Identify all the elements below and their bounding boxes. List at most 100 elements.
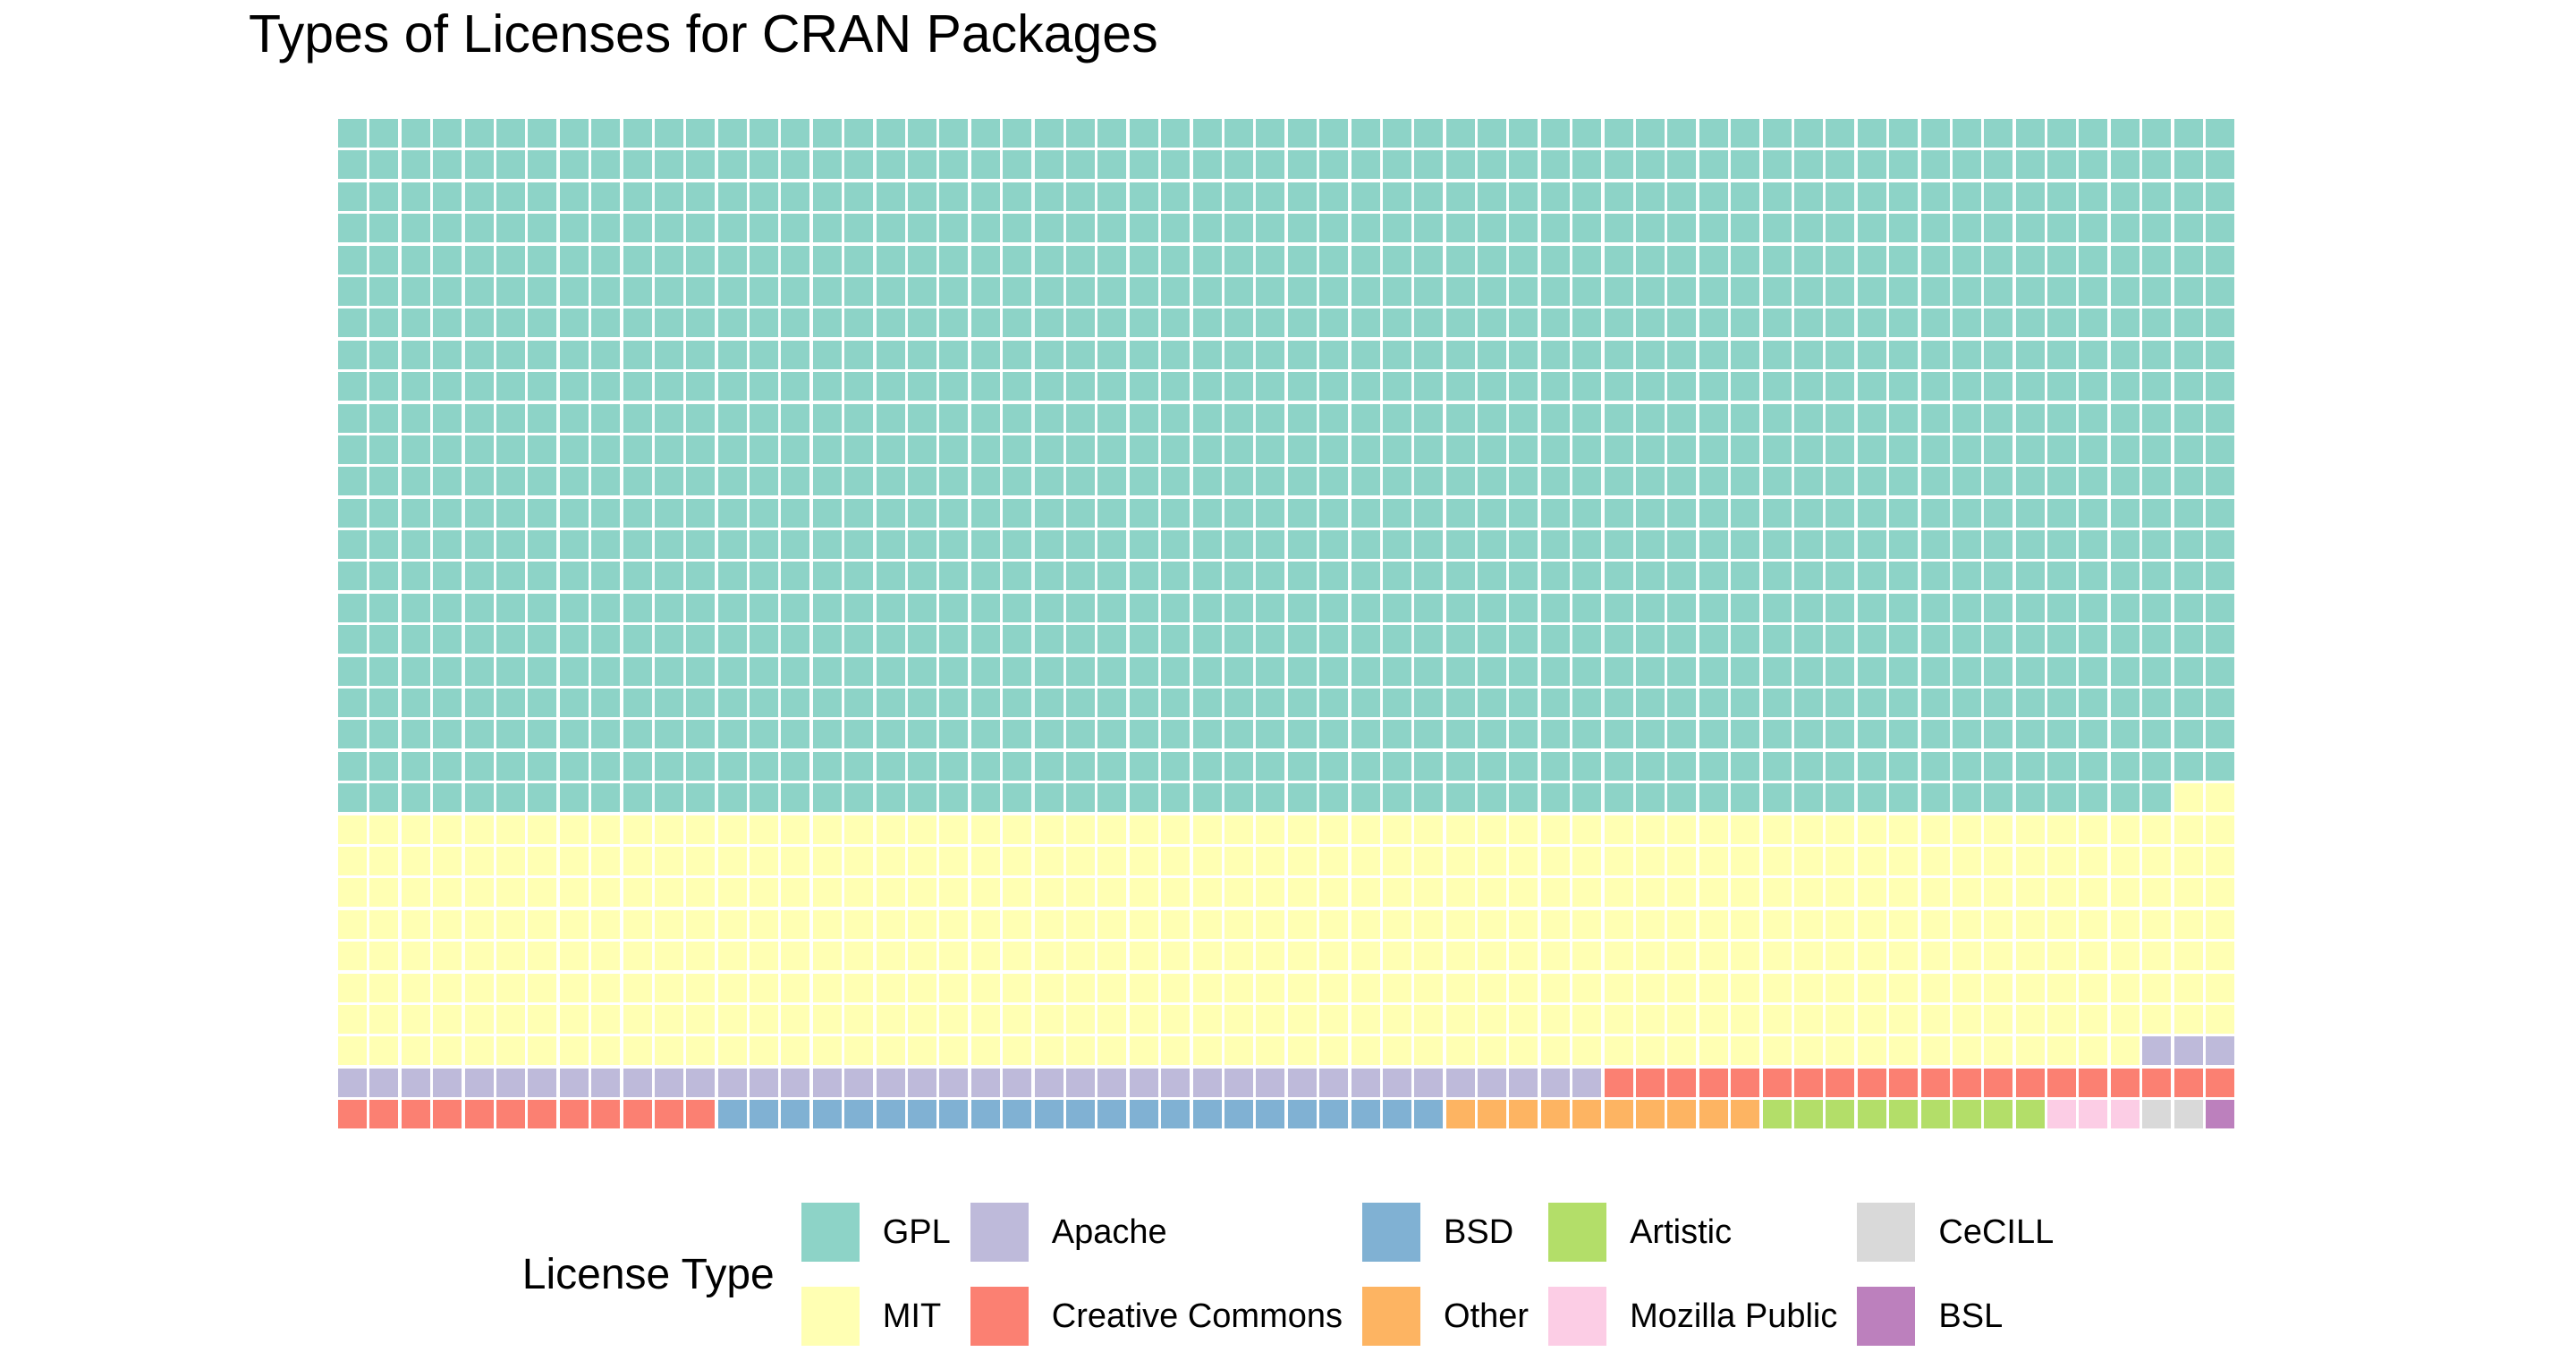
waffle-cell-gpl <box>1034 593 1063 622</box>
waffle-cell-mit <box>591 1036 621 1066</box>
waffle-cell-gpl <box>433 372 462 401</box>
waffle-cell-gpl <box>2206 751 2235 781</box>
waffle-cell-gpl <box>2206 308 2235 338</box>
waffle-cell-mit <box>2015 909 2045 939</box>
waffle-cell-gpl <box>1889 656 1919 686</box>
waffle-cell-creative-commons <box>1667 1068 1697 1097</box>
waffle-cell-mit <box>1003 846 1032 875</box>
waffle-cell-mit <box>1762 973 1792 1002</box>
waffle-cell-mit <box>1699 815 1728 844</box>
waffle-cell-gpl <box>1192 214 1222 243</box>
waffle-cell-gpl <box>338 119 367 148</box>
waffle-cell-gpl <box>1920 403 1950 433</box>
legend-swatch-artistic <box>1548 1203 1607 1262</box>
waffle-cell-gpl <box>528 340 557 369</box>
waffle-cell-gpl <box>1003 308 1032 338</box>
waffle-cell-mit <box>496 846 525 875</box>
waffle-cell-mit <box>1857 909 1886 939</box>
waffle-cell-gpl <box>1414 467 1444 496</box>
waffle-cell-gpl <box>1952 783 1981 813</box>
waffle-cell-cecill <box>2142 1100 2172 1129</box>
waffle-cell-gpl <box>1161 372 1191 401</box>
waffle-cell-gpl <box>1382 656 1411 686</box>
waffle-cell-gpl <box>939 119 969 148</box>
waffle-cell-mit <box>750 878 779 908</box>
waffle-cell-gpl <box>623 562 652 591</box>
waffle-cell-gpl <box>1287 783 1317 813</box>
waffle-cell-bsl <box>2206 1100 2235 1129</box>
waffle-cell-gpl <box>2206 372 2235 401</box>
waffle-cell-gpl <box>2206 562 2235 591</box>
waffle-cell-gpl <box>433 340 462 369</box>
waffle-cell-gpl <box>1097 214 1127 243</box>
waffle-cell-gpl <box>1636 214 1665 243</box>
waffle-cell-gpl <box>591 783 621 813</box>
waffle-cell-gpl <box>1667 182 1697 211</box>
waffle-cell-gpl <box>908 276 937 306</box>
waffle-cell-gpl <box>2174 530 2203 560</box>
waffle-cell-gpl <box>2047 562 2077 591</box>
waffle-cell-mit <box>464 815 494 844</box>
waffle-cell-gpl <box>1445 783 1475 813</box>
waffle-cell-gpl <box>591 467 621 496</box>
waffle-cell-mit <box>1793 846 1823 875</box>
waffle-cell-mit <box>1857 846 1886 875</box>
waffle-cell-mit <box>1604 973 1633 1002</box>
waffle-cell-gpl <box>1097 308 1127 338</box>
waffle-cell-mit <box>1129 878 1158 908</box>
waffle-cell-gpl <box>1129 308 1158 338</box>
waffle-cell-gpl <box>2142 403 2172 433</box>
waffle-cell-gpl <box>1731 689 1760 718</box>
waffle-cell-gpl <box>1667 214 1697 243</box>
waffle-cell-gpl <box>433 214 462 243</box>
waffle-cell-gpl <box>876 720 905 749</box>
waffle-cell-gpl <box>939 783 969 813</box>
waffle-cell-gpl <box>1572 150 1602 180</box>
waffle-cell-gpl <box>1793 751 1823 781</box>
waffle-cell-gpl <box>1699 340 1728 369</box>
waffle-cell-gpl <box>1984 372 2013 401</box>
waffle-cell-mit <box>1762 1036 1792 1066</box>
waffle-cell-gpl <box>844 276 874 306</box>
waffle-cell-gpl <box>1382 214 1411 243</box>
waffle-cell-gpl <box>686 562 716 591</box>
waffle-cell-mit <box>1287 973 1317 1002</box>
waffle-cell-gpl <box>1097 751 1127 781</box>
waffle-cell-gpl <box>970 625 1000 655</box>
waffle-cell-gpl <box>939 562 969 591</box>
waffle-cell-gpl <box>812 751 842 781</box>
waffle-cell-gpl <box>1034 245 1063 275</box>
legend-label-cecill: CeCILL <box>1938 1213 2055 1251</box>
waffle-cell-gpl <box>1952 245 1981 275</box>
waffle-cell-gpl <box>1034 276 1063 306</box>
waffle-cell-gpl <box>876 214 905 243</box>
waffle-cell-mit <box>2110 909 2140 939</box>
waffle-cell-apache <box>401 1068 430 1097</box>
waffle-cell-gpl <box>1414 593 1444 622</box>
waffle-cell-gpl <box>1351 562 1380 591</box>
waffle-cell-mit <box>1319 1004 1349 1034</box>
waffle-cell-gpl <box>1920 720 1950 749</box>
waffle-cell-mit <box>1826 1004 1855 1034</box>
waffle-cell-gpl <box>1920 783 1950 813</box>
waffle-cell-mit <box>1478 846 1507 875</box>
waffle-cell-gpl <box>1667 530 1697 560</box>
waffle-cell-gpl <box>433 182 462 211</box>
waffle-cell-gpl <box>1920 751 1950 781</box>
waffle-cell-mit <box>1826 846 1855 875</box>
waffle-cell-gpl <box>939 593 969 622</box>
waffle-cell-bsd <box>1287 1100 1317 1129</box>
waffle-cell-gpl <box>1667 435 1697 464</box>
waffle-cell-gpl <box>1414 119 1444 148</box>
waffle-cell-gpl <box>1034 150 1063 180</box>
waffle-cell-gpl <box>1414 245 1444 275</box>
waffle-cell-gpl <box>1319 276 1349 306</box>
waffle-cell-mit <box>2047 909 2077 939</box>
waffle-cell-gpl <box>1445 593 1475 622</box>
waffle-cell-gpl <box>1731 372 1760 401</box>
waffle-cell-gpl <box>1097 340 1127 369</box>
waffle-cell-gpl <box>2174 467 2203 496</box>
waffle-cell-gpl <box>1129 625 1158 655</box>
waffle-cell-gpl <box>1478 751 1507 781</box>
waffle-cell-gpl <box>1478 403 1507 433</box>
